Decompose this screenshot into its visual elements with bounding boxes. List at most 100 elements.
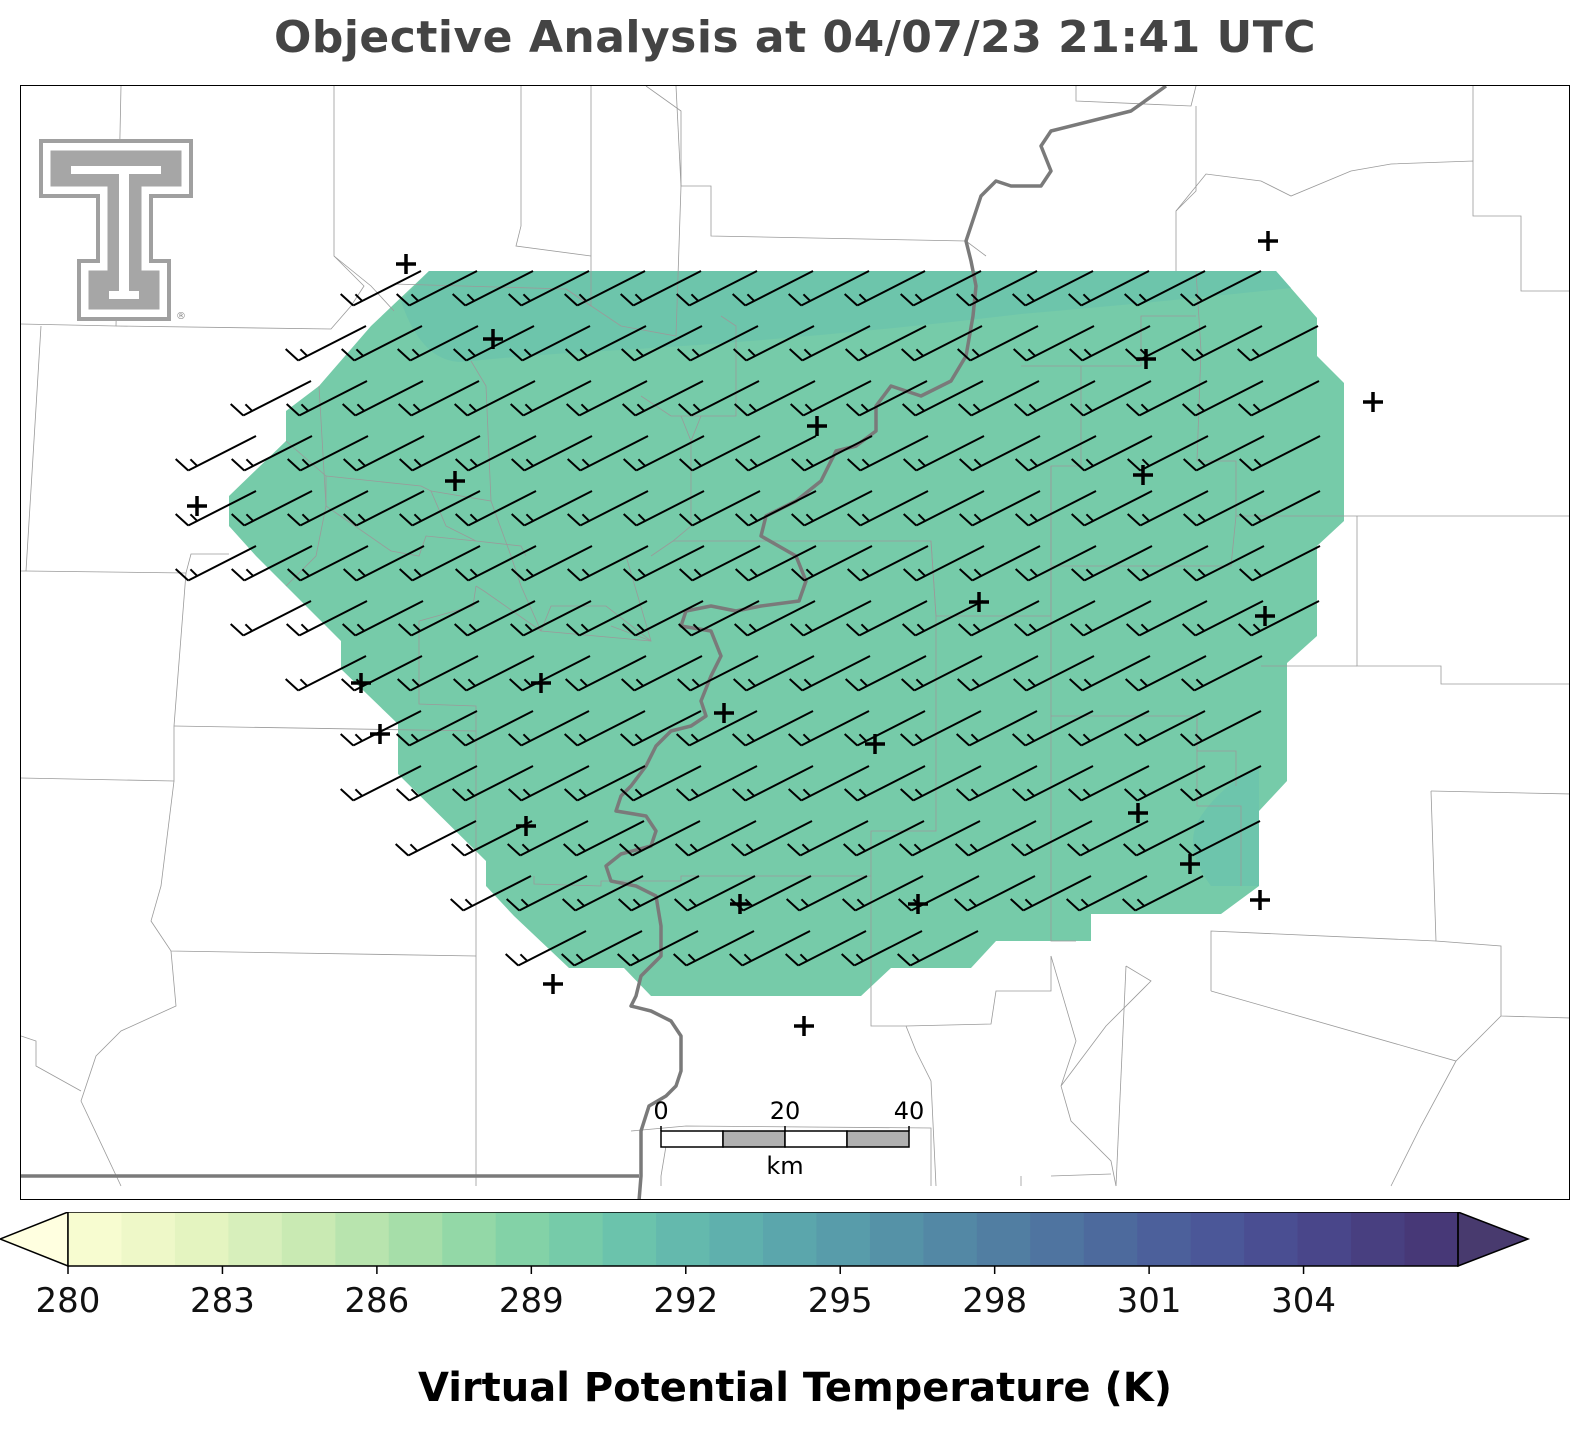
colorbar-segment xyxy=(1351,1212,1406,1266)
colorbar-segment xyxy=(763,1212,818,1266)
wind-barb xyxy=(902,435,985,472)
wind-barb xyxy=(396,655,479,692)
wind-barb xyxy=(1013,600,1096,637)
wind-barb xyxy=(339,765,422,802)
wind-barb xyxy=(562,820,645,857)
colorbar-segment xyxy=(281,1212,336,1266)
wind-barb xyxy=(788,325,871,362)
wind-barb xyxy=(1121,875,1204,912)
wind-barb xyxy=(678,490,761,527)
wind-barb xyxy=(957,600,1040,637)
wind-barb xyxy=(955,765,1038,802)
wind-barb xyxy=(398,545,481,582)
wind-barb xyxy=(1125,600,1208,637)
colorbar-tick-label: 286 xyxy=(344,1281,409,1321)
theta-v-north-band xyxy=(401,271,1291,362)
wind-barb xyxy=(341,600,424,637)
wind-barb xyxy=(1065,875,1148,912)
station-marker xyxy=(531,673,551,693)
wind-barb xyxy=(1009,875,1092,912)
wind-barb xyxy=(565,380,648,417)
wind-barb xyxy=(508,325,591,362)
wind-barb xyxy=(342,545,425,582)
wind-barb xyxy=(675,710,758,747)
wind-barb xyxy=(1238,545,1321,582)
wind-barb xyxy=(1125,380,1208,417)
wind-barb xyxy=(846,490,929,527)
station-marker xyxy=(1258,231,1278,251)
wind-barb xyxy=(840,930,923,967)
station-marker xyxy=(1180,854,1200,874)
station-marker xyxy=(1133,465,1153,485)
wind-barb xyxy=(509,600,592,637)
wind-barb xyxy=(733,600,816,637)
wind-barb xyxy=(563,270,646,307)
wind-barb xyxy=(454,490,537,527)
wind-barb xyxy=(566,490,649,527)
colorbar-segment xyxy=(1404,1212,1459,1266)
scale-label-0: 0 xyxy=(653,1097,668,1125)
station-marker xyxy=(543,974,563,994)
wind-barb xyxy=(788,655,871,692)
wind-barb xyxy=(286,545,369,582)
colorbar-tick-label: 289 xyxy=(499,1281,564,1321)
wind-barb xyxy=(1123,765,1206,802)
wind-barb xyxy=(339,270,422,307)
wind-barb xyxy=(451,710,534,747)
map-title: Objective Analysis at 04/07/23 21:41 UTC xyxy=(273,12,1317,63)
station-marker xyxy=(908,894,928,914)
wind-barb xyxy=(622,545,705,582)
wind-barb xyxy=(561,875,644,912)
station-marker xyxy=(969,592,989,612)
wind-barb xyxy=(230,435,313,472)
wind-barb xyxy=(843,765,926,802)
station-marker xyxy=(187,496,207,516)
wind-barb xyxy=(506,820,589,857)
wind-barb xyxy=(1238,435,1321,472)
colorbar-segment xyxy=(602,1212,657,1266)
wind-barb xyxy=(174,490,257,527)
wind-barb xyxy=(787,270,870,307)
colorbar-segment xyxy=(1244,1212,1299,1266)
wind-barb xyxy=(790,545,873,582)
wind-barb xyxy=(452,655,535,692)
wind-barb xyxy=(1237,380,1320,417)
wind-barb xyxy=(1068,655,1151,692)
colorbar-extend-low xyxy=(0,1212,69,1268)
wind-barb xyxy=(785,875,868,912)
wind-barb xyxy=(733,380,816,417)
wind-barb xyxy=(1180,325,1263,362)
wind-barb xyxy=(1182,435,1265,472)
station-marker xyxy=(370,724,390,744)
colorbar-segment xyxy=(1297,1212,1352,1266)
wind-barb xyxy=(620,655,703,692)
colorbar-segment xyxy=(869,1212,924,1266)
wind-barb xyxy=(1011,765,1094,802)
scale-label-40: 40 xyxy=(894,1097,925,1125)
wind-barb xyxy=(1012,325,1095,362)
station-marker xyxy=(1128,803,1148,823)
wind-barb xyxy=(618,820,701,857)
station-marker xyxy=(1255,606,1275,626)
station-marker xyxy=(1363,392,1383,412)
colorbar-segment xyxy=(549,1212,604,1266)
wind-barb xyxy=(286,490,369,527)
wind-barb xyxy=(1181,380,1264,417)
station-marker xyxy=(730,894,750,914)
wind-barb xyxy=(1069,600,1152,637)
wind-barb xyxy=(898,820,981,857)
wind-barb xyxy=(453,600,536,637)
wind-barb xyxy=(957,380,1040,417)
wind-barb xyxy=(1011,710,1094,747)
colorbar-segments xyxy=(0,1212,1531,1268)
wind-barb xyxy=(731,270,814,307)
wind-barb xyxy=(1123,270,1206,307)
wind-barb xyxy=(1070,545,1153,582)
colorbar-segment xyxy=(335,1212,390,1266)
wind-barb xyxy=(616,930,699,967)
wind-barb xyxy=(789,380,872,417)
station-marker xyxy=(516,816,536,836)
wind-barb xyxy=(451,765,534,802)
wind-barb xyxy=(563,765,646,802)
colorbar-segment xyxy=(1190,1212,1245,1266)
